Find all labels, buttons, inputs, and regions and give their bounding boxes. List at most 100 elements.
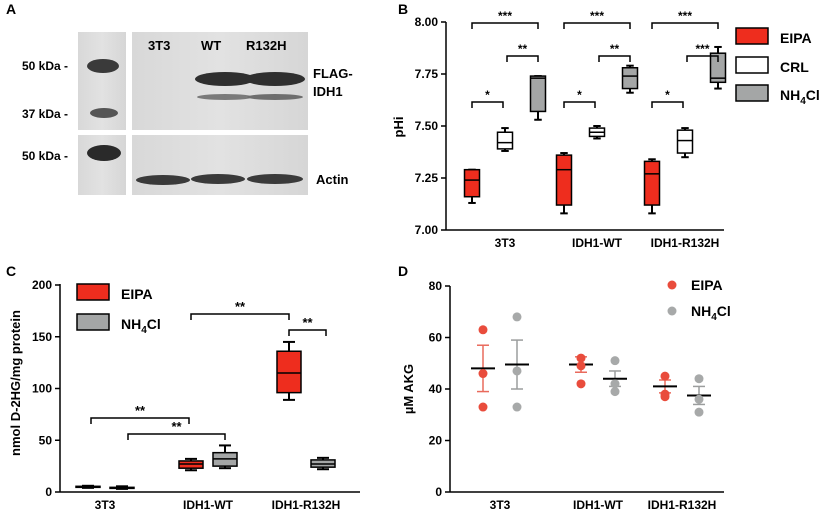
y-tick-label: 150 bbox=[32, 330, 52, 344]
chart-c: 0 50 100 150 200 3T3 IDH1-WT IDH1-R132H nmol D… bbox=[8, 278, 360, 512]
y-tick-label: 0 bbox=[45, 485, 52, 499]
marker-50kda-bottom: 50 kDa - bbox=[22, 149, 68, 163]
band-label-idh1: IDH1 bbox=[313, 84, 343, 99]
data-point bbox=[512, 366, 522, 376]
y-tick-label: 8.00 bbox=[415, 15, 439, 29]
y-tick-label: 7.75 bbox=[415, 67, 439, 81]
x-tick-label: IDH1-R132H bbox=[651, 236, 720, 250]
legend-text: NH bbox=[780, 87, 800, 103]
panel-b-letter: B bbox=[398, 1, 408, 17]
box bbox=[643, 160, 661, 206]
x-tick-label: 3T3 bbox=[490, 498, 511, 509]
x-tick-label: IDH1-WT bbox=[573, 498, 624, 509]
y-tick-label: 40 bbox=[429, 382, 443, 396]
sig-label: *** bbox=[498, 9, 512, 23]
box bbox=[709, 52, 727, 84]
ladder-band bbox=[90, 108, 118, 118]
data-point bbox=[660, 392, 670, 402]
ladder-strip-bottom bbox=[78, 135, 126, 195]
flag-band-wt bbox=[195, 72, 255, 86]
data-point bbox=[610, 379, 620, 389]
legend-swatch bbox=[735, 27, 769, 45]
legend-swatch bbox=[76, 313, 110, 331]
sig-bracket bbox=[563, 101, 596, 108]
x-tick-label: 3T3 bbox=[495, 236, 516, 250]
data-point bbox=[478, 369, 488, 379]
legend-marker bbox=[667, 280, 677, 290]
data-point bbox=[576, 353, 586, 363]
lane-label-r132h: R132H bbox=[246, 38, 286, 53]
legend-label: CRL bbox=[780, 59, 809, 75]
flag-band-lower-r132h bbox=[247, 94, 303, 100]
legend-label: EIPA bbox=[691, 277, 723, 293]
sig-bracket bbox=[90, 417, 190, 424]
sig-bracket bbox=[506, 55, 539, 62]
sig-bracket bbox=[651, 101, 684, 108]
data-point bbox=[478, 402, 488, 412]
legend-label: EIPA bbox=[780, 30, 812, 46]
legend-swatch bbox=[76, 283, 110, 301]
ladder-band bbox=[87, 59, 119, 73]
legend-subscript: 4 bbox=[711, 312, 717, 323]
actin-band-r132h bbox=[247, 174, 303, 184]
legend-subscript: 4 bbox=[800, 96, 806, 107]
flag-band-r132h bbox=[245, 72, 305, 86]
marker-37kda: 37 kDa - bbox=[22, 107, 68, 121]
legend-subscript: 4 bbox=[141, 325, 147, 336]
legend-text: Cl bbox=[717, 303, 731, 319]
sig-bracket bbox=[471, 101, 504, 108]
legend-marker bbox=[667, 306, 677, 316]
data-point bbox=[576, 379, 586, 389]
y-tick-label: 0 bbox=[435, 485, 442, 499]
ladder-band bbox=[87, 145, 121, 161]
sig-label: *** bbox=[695, 42, 709, 56]
y-tick-label: 60 bbox=[429, 331, 443, 345]
sig-label: ** bbox=[135, 403, 146, 418]
x-tick-label: IDH1-R132H bbox=[648, 498, 717, 509]
data-point bbox=[576, 361, 586, 371]
y-tick-label: 20 bbox=[429, 434, 443, 448]
sig-label: ** bbox=[235, 299, 246, 314]
panel-a-letter: A bbox=[6, 1, 16, 17]
y-tick-label: 7.25 bbox=[415, 171, 439, 185]
sig-label: ** bbox=[171, 419, 182, 434]
x-tick-label: IDH1-WT bbox=[572, 236, 623, 250]
x-tick-label: IDH1-WT bbox=[183, 498, 234, 509]
data-point bbox=[512, 402, 522, 412]
box bbox=[463, 168, 481, 198]
panel-c-letter: C bbox=[6, 263, 16, 279]
sig-label: *** bbox=[678, 9, 692, 23]
sig-bracket bbox=[563, 22, 631, 29]
data-point bbox=[660, 371, 670, 381]
legend-label: NH4Cl bbox=[121, 316, 161, 336]
legend-text: Cl bbox=[806, 87, 820, 103]
blot-actin bbox=[132, 135, 308, 195]
sig-bracket bbox=[686, 55, 719, 62]
x-tick-label: 3T3 bbox=[95, 498, 116, 509]
data-point bbox=[694, 374, 704, 384]
sig-label: ** bbox=[302, 315, 313, 330]
sig-bracket bbox=[127, 433, 226, 440]
legend-label: EIPA bbox=[121, 286, 153, 302]
sig-bracket bbox=[651, 22, 719, 29]
sig-label: *** bbox=[590, 9, 604, 23]
box bbox=[676, 129, 694, 154]
sig-label: * bbox=[577, 88, 582, 102]
legend-text: NH bbox=[121, 316, 141, 332]
chart-c-ylabel: nmol D-2HG/mg protein bbox=[8, 310, 23, 456]
lane-label-wt: WT bbox=[201, 38, 221, 53]
sig-bracket bbox=[190, 313, 290, 320]
western-blot: 3T3 WT R132H 50 kDa - 37 kDa - 50 kDa - … bbox=[22, 32, 353, 195]
sig-label: * bbox=[485, 88, 490, 102]
sig-label: * bbox=[665, 88, 670, 102]
data-point bbox=[694, 394, 704, 404]
legend-text: Cl bbox=[147, 316, 161, 332]
y-tick-label: 100 bbox=[32, 382, 52, 396]
box bbox=[621, 67, 639, 90]
y-tick-label: 7.00 bbox=[415, 223, 439, 237]
flag-band-lower-wt bbox=[197, 94, 253, 100]
chart-d: 0 20 40 60 80 3T3 IDH1-WT IDH1-R132H µM AKG EI… bbox=[401, 277, 731, 512]
y-tick-label: 200 bbox=[32, 278, 52, 292]
x-tick-label: IDH1-R132H bbox=[272, 498, 341, 509]
